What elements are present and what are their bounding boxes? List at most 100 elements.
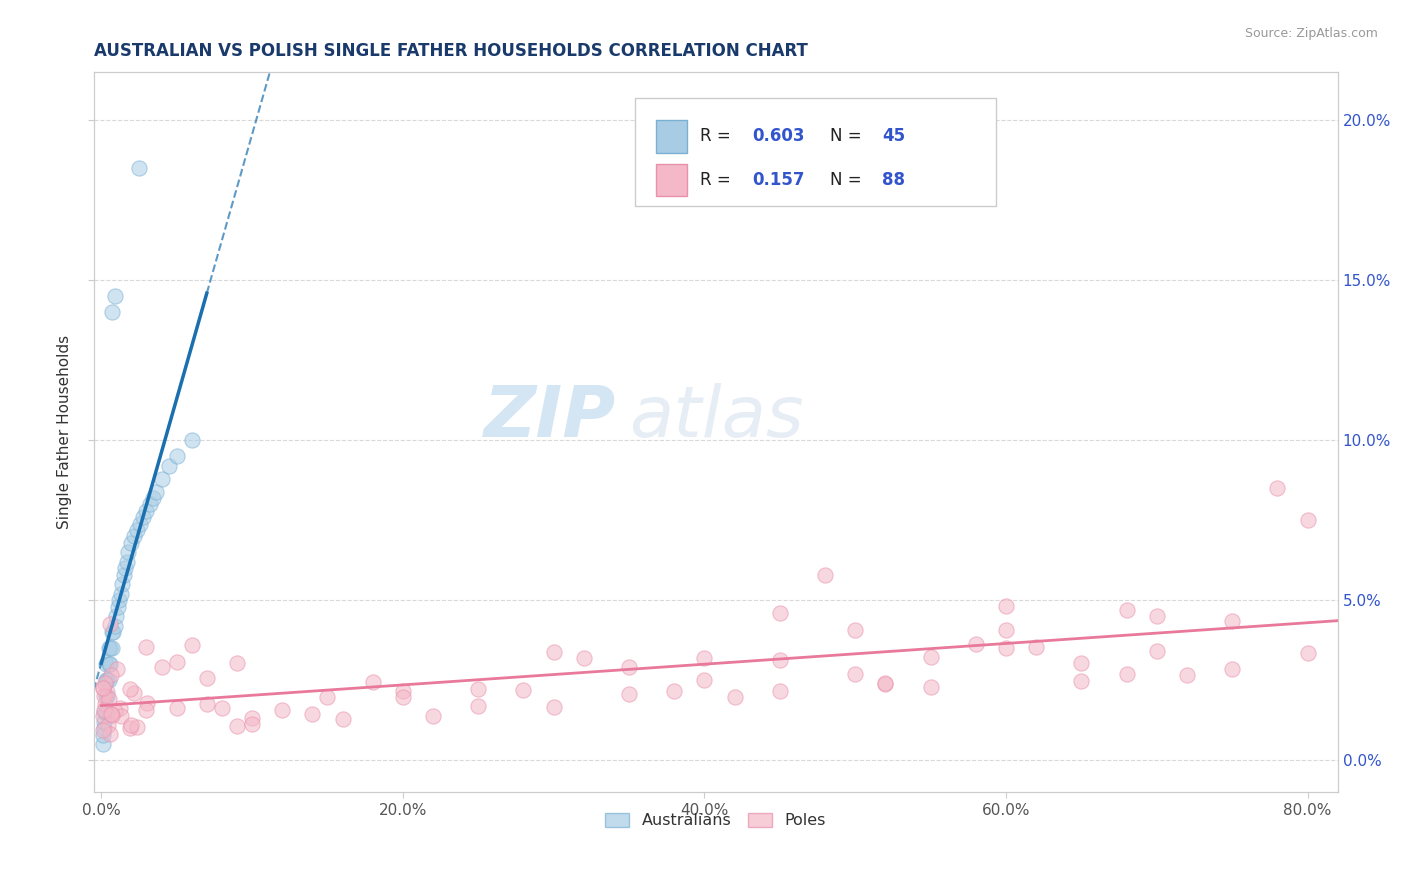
Point bbox=[91, 737, 114, 751]
Point bbox=[1115, 667, 1137, 681]
Point bbox=[91, 681, 114, 695]
Point bbox=[392, 684, 415, 698]
Point bbox=[127, 721, 149, 735]
Point bbox=[96, 685, 118, 699]
Text: Source: ZipAtlas.com: Source: ZipAtlas.com bbox=[1244, 27, 1378, 40]
Point bbox=[1296, 646, 1319, 660]
Point bbox=[120, 718, 142, 732]
Point bbox=[128, 161, 150, 176]
Point bbox=[98, 641, 121, 656]
Point bbox=[98, 617, 121, 632]
Point bbox=[150, 660, 173, 674]
Point bbox=[115, 555, 138, 569]
Point bbox=[1296, 513, 1319, 527]
Text: 45: 45 bbox=[883, 128, 905, 145]
Point bbox=[94, 657, 117, 672]
Point bbox=[127, 523, 149, 537]
Point bbox=[96, 673, 118, 688]
Point bbox=[844, 667, 866, 681]
Point bbox=[94, 697, 117, 711]
Text: 0.603: 0.603 bbox=[752, 128, 804, 145]
Point bbox=[316, 690, 339, 704]
Point bbox=[108, 700, 131, 714]
Point bbox=[145, 484, 167, 499]
Point bbox=[1220, 614, 1243, 628]
Point bbox=[572, 650, 595, 665]
Point bbox=[104, 704, 127, 718]
Point bbox=[361, 675, 384, 690]
Point bbox=[105, 609, 128, 624]
Point bbox=[108, 593, 131, 607]
Point bbox=[769, 606, 792, 620]
Point bbox=[94, 690, 117, 704]
Point bbox=[104, 619, 127, 633]
Point bbox=[103, 625, 125, 640]
Text: R =: R = bbox=[700, 128, 735, 145]
Point bbox=[110, 708, 132, 723]
Point bbox=[150, 472, 173, 486]
Point bbox=[301, 706, 323, 721]
Point bbox=[769, 684, 792, 698]
Point bbox=[100, 706, 122, 721]
Point bbox=[135, 640, 157, 655]
Point bbox=[875, 676, 897, 690]
Point bbox=[101, 707, 124, 722]
Point bbox=[1115, 603, 1137, 617]
Point bbox=[129, 516, 152, 531]
Point bbox=[814, 568, 837, 582]
Point bbox=[844, 623, 866, 637]
Point bbox=[1267, 481, 1289, 495]
Point bbox=[1175, 668, 1198, 682]
Point bbox=[93, 703, 115, 717]
Text: N =: N = bbox=[830, 128, 868, 145]
Text: atlas: atlas bbox=[628, 384, 803, 452]
Point bbox=[96, 690, 118, 704]
Point bbox=[332, 712, 354, 726]
Legend: Australians, Poles: Australians, Poles bbox=[599, 806, 832, 835]
Point bbox=[180, 434, 202, 448]
Point bbox=[91, 728, 114, 742]
FancyBboxPatch shape bbox=[657, 120, 688, 153]
Point bbox=[101, 625, 124, 640]
Point bbox=[995, 599, 1018, 613]
Point bbox=[995, 641, 1018, 656]
Point bbox=[117, 545, 139, 559]
Point bbox=[98, 727, 121, 741]
Point bbox=[136, 697, 159, 711]
Point bbox=[965, 637, 987, 651]
Point bbox=[94, 706, 117, 720]
FancyBboxPatch shape bbox=[636, 97, 995, 205]
Point bbox=[157, 458, 180, 473]
Point bbox=[132, 510, 155, 524]
FancyBboxPatch shape bbox=[657, 163, 688, 196]
Point bbox=[467, 699, 489, 714]
Point bbox=[141, 491, 163, 505]
Point bbox=[110, 587, 132, 601]
Point bbox=[120, 722, 142, 736]
Point bbox=[1146, 608, 1168, 623]
Point bbox=[94, 676, 117, 690]
Point bbox=[195, 671, 218, 685]
Point bbox=[98, 657, 121, 672]
Text: N =: N = bbox=[830, 171, 868, 189]
Point bbox=[920, 650, 942, 665]
Point bbox=[135, 703, 157, 717]
Point bbox=[422, 708, 444, 723]
Point bbox=[93, 714, 115, 729]
Point bbox=[94, 673, 117, 688]
Point bbox=[166, 655, 188, 669]
Point bbox=[111, 577, 134, 591]
Point bbox=[180, 638, 202, 652]
Point bbox=[166, 700, 188, 714]
Point bbox=[120, 681, 142, 696]
Point bbox=[195, 698, 218, 712]
Point bbox=[91, 709, 114, 723]
Point bbox=[1146, 644, 1168, 658]
Point bbox=[135, 504, 157, 518]
Point bbox=[97, 692, 120, 706]
Point bbox=[617, 660, 640, 674]
Point bbox=[91, 723, 114, 737]
Text: AUSTRALIAN VS POLISH SINGLE FATHER HOUSEHOLDS CORRELATION CHART: AUSTRALIAN VS POLISH SINGLE FATHER HOUSE… bbox=[94, 42, 807, 60]
Point bbox=[467, 681, 489, 696]
Point bbox=[240, 716, 263, 731]
